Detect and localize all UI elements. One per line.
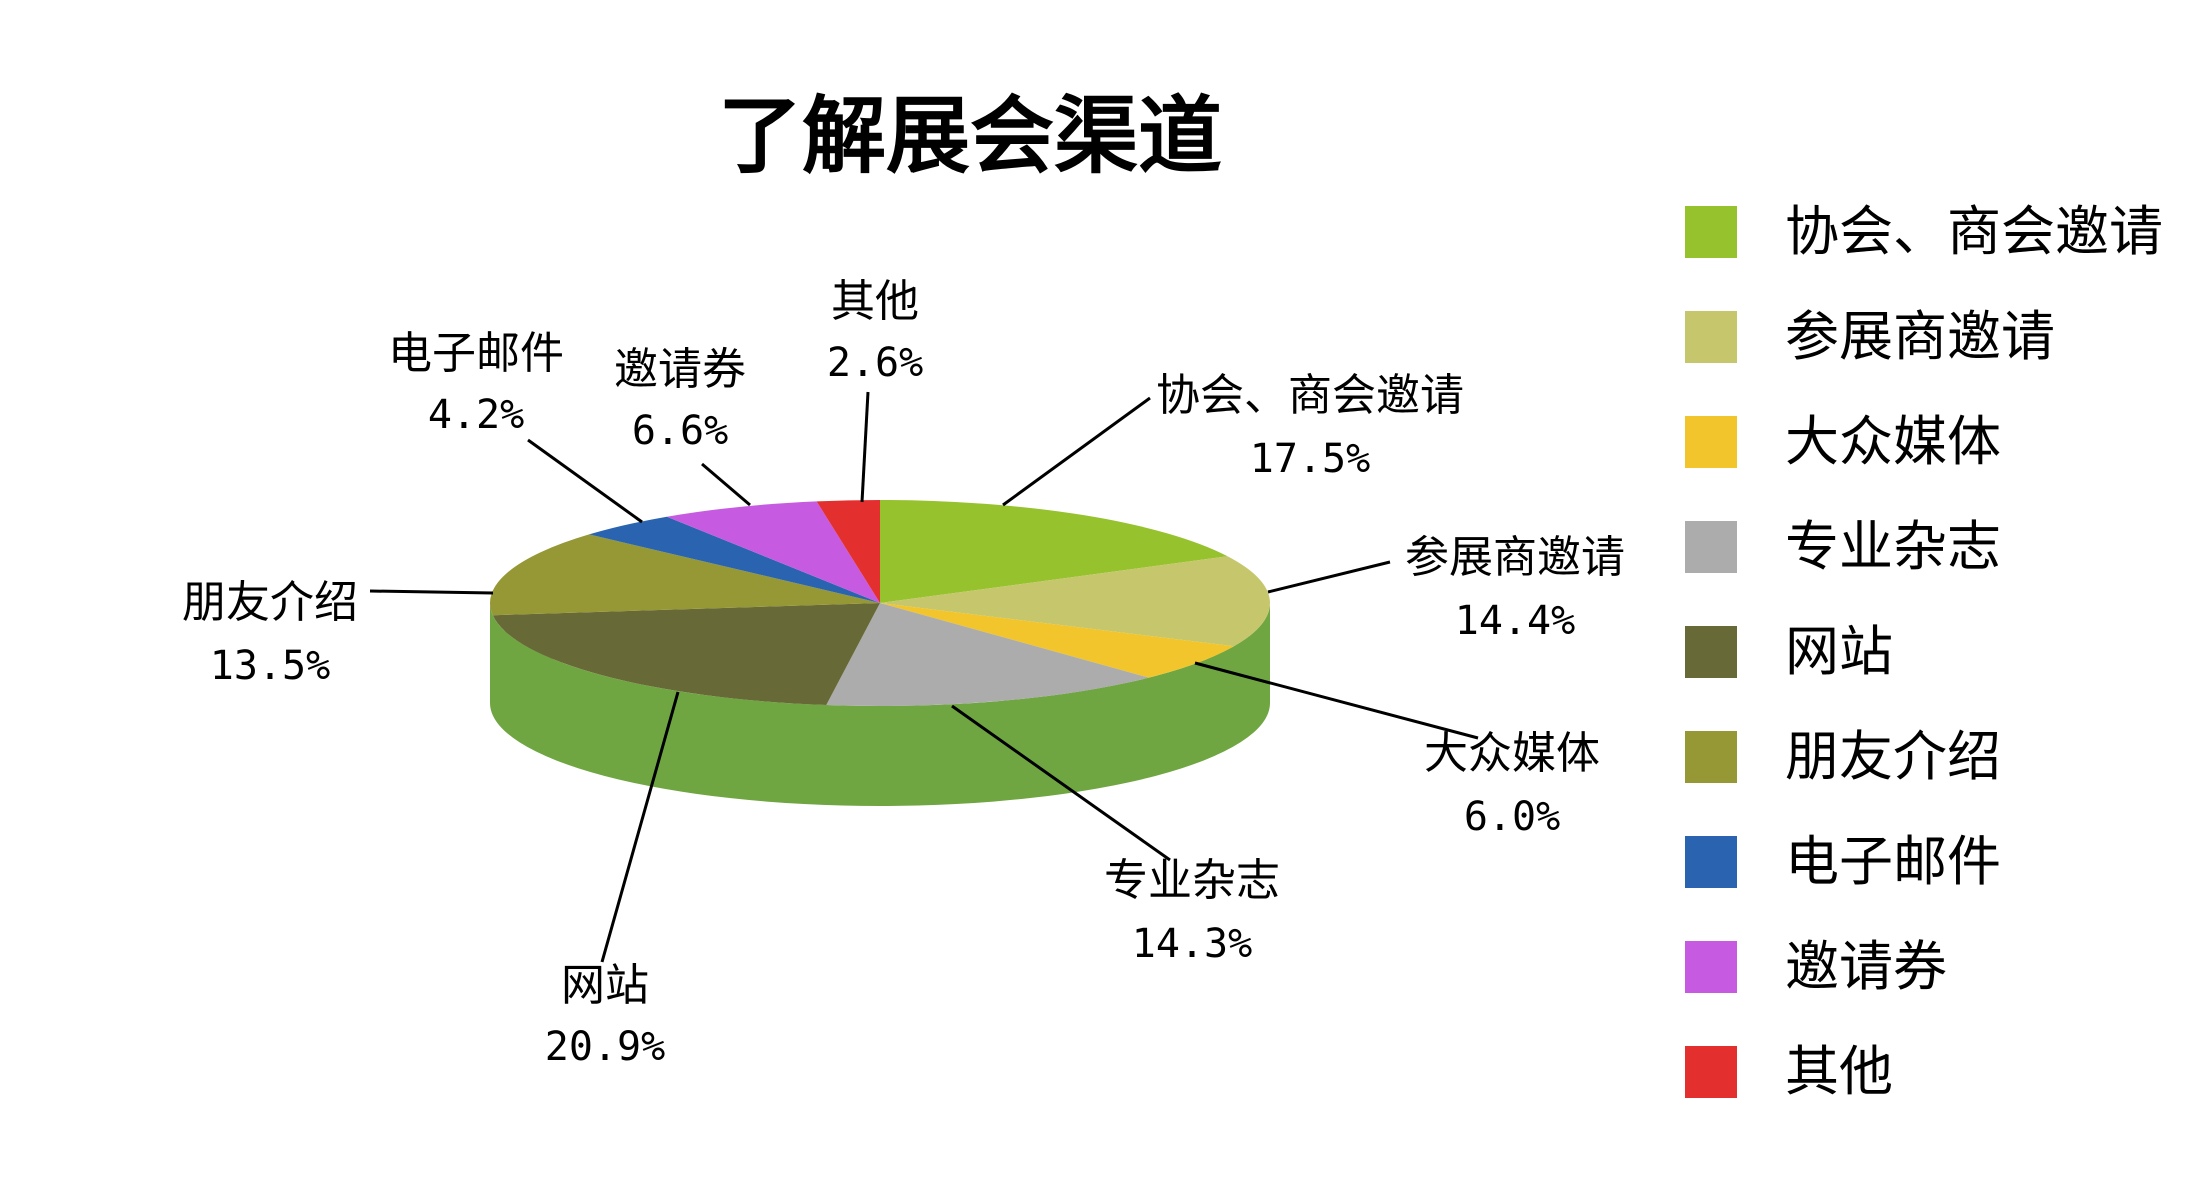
legend-swatch-6	[1685, 731, 1737, 783]
legend-swatch-9	[1685, 1046, 1737, 1098]
data-label-name-6: 朋友介绍	[182, 577, 358, 628]
pie-slice-6	[489, 534, 880, 616]
leader-line-2	[1267, 560, 1391, 594]
data-label-name-1: 协会、商会邀请	[1156, 370, 1464, 421]
data-label-name-4: 专业杂志	[1104, 855, 1280, 906]
data-label-name-9: 其他	[831, 276, 919, 327]
pie-slice-5	[492, 603, 880, 706]
leader-lines	[369, 391, 1479, 963]
leader-line-1	[1002, 396, 1151, 507]
pie-slice-2	[880, 556, 1271, 647]
legend-swatch-8	[1685, 941, 1737, 993]
data-labels: 协会、商会邀请 17.5% 参展商邀请 14.4% 大众媒体 6.0% 专业杂志 14.3% 网…	[182, 276, 1625, 1070]
data-label-value-6: 13.5%	[210, 643, 330, 689]
data-label-value-3: 6.0%	[1464, 794, 1560, 840]
pie-slice-8	[666, 501, 880, 603]
legend-label-8: 邀请券	[1785, 935, 1947, 998]
pie-slice-9	[816, 500, 880, 603]
legend-label-2: 参展商邀请	[1785, 305, 2055, 368]
pie-slice-3	[880, 603, 1234, 678]
legend-swatch-4	[1685, 521, 1737, 573]
data-label-value-1: 17.5%	[1250, 436, 1370, 482]
legend-label-1: 协会、商会邀请	[1785, 200, 2163, 263]
leader-line-4	[951, 704, 1171, 862]
data-label-value-4: 14.3%	[1132, 921, 1252, 967]
data-label-value-9: 2.6%	[827, 340, 923, 386]
leader-line-3	[1194, 661, 1479, 740]
legend-label-3: 大众媒体	[1785, 410, 2001, 473]
data-label-name-3: 大众媒体	[1424, 728, 1600, 779]
data-label-name-7: 电子邮件	[388, 328, 564, 379]
pie-side-wall	[490, 603, 1270, 806]
data-label-value-7: 4.2%	[428, 392, 524, 438]
leader-line-9	[860, 391, 870, 503]
pie-top	[489, 500, 1271, 706]
data-label-value-8: 6.6%	[632, 408, 728, 454]
legend-swatch-2	[1685, 311, 1737, 363]
data-label-value-2: 14.4%	[1455, 598, 1575, 644]
legend-label-5: 网站	[1785, 620, 1893, 683]
pie-slice-7	[589, 516, 880, 603]
legend-label-9: 其他	[1785, 1040, 1893, 1103]
chart-title: 了解展会渠道	[718, 86, 1222, 185]
data-label-name-5: 网站	[561, 960, 649, 1011]
data-label-value-5: 20.9%	[545, 1024, 665, 1070]
pie-slice-1	[880, 500, 1228, 603]
legend-swatch-7	[1685, 836, 1737, 888]
legend-swatch-1	[1685, 206, 1737, 258]
legend-label-7: 电子邮件	[1785, 830, 2001, 893]
data-label-name-8: 邀请券	[614, 344, 746, 395]
leader-line-5	[600, 691, 680, 963]
data-label-name-2: 参展商邀请	[1405, 532, 1625, 583]
leader-line-7	[527, 438, 643, 524]
legend-label-6: 朋友介绍	[1785, 725, 2001, 788]
legend-swatch-3	[1685, 416, 1737, 468]
legend-label-4: 专业杂志	[1785, 515, 2001, 578]
legend-swatch-5	[1685, 626, 1737, 678]
leader-line-6	[369, 589, 494, 595]
leader-line-8	[701, 462, 751, 507]
pie-side	[490, 603, 1270, 806]
pie-slice-4	[826, 603, 1149, 706]
